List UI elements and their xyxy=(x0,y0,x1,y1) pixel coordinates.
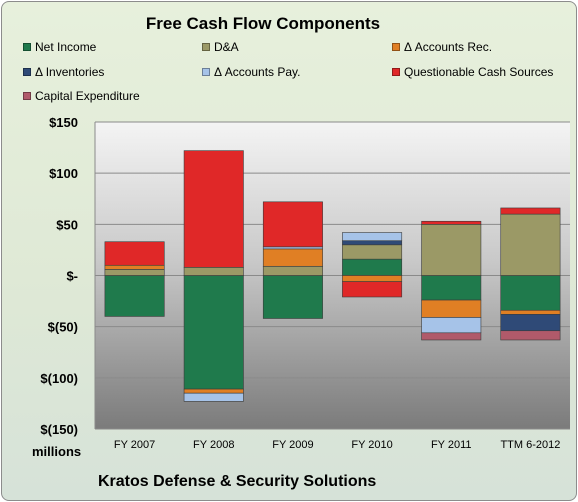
legend-accounts-pay: Δ Accounts Pay. xyxy=(202,65,301,79)
bar-segment xyxy=(500,207,561,215)
legend-label-accounts-rec: Δ Accounts Rec. xyxy=(404,40,493,54)
legend-swatch-capex xyxy=(23,92,31,100)
legend-da: D&A xyxy=(202,40,239,54)
legend-net-income: Net Income xyxy=(23,40,96,54)
bar-segment xyxy=(421,332,482,341)
bar-segment xyxy=(262,265,323,276)
bar-segment xyxy=(421,275,482,301)
bar-segment xyxy=(421,220,482,225)
legend-accounts-rec: Δ Accounts Rec. xyxy=(392,40,492,54)
bar-segment xyxy=(500,309,561,315)
bar-segment xyxy=(104,241,165,266)
bar-segment xyxy=(262,201,323,248)
x-tick-label: FY 2011 xyxy=(431,439,472,451)
y-tick-label: $(150) xyxy=(40,422,78,437)
x-tick-label: FY 2008 xyxy=(193,439,234,451)
bar-segment xyxy=(500,330,561,341)
y-tick-label: $50 xyxy=(56,217,78,232)
bar-segment xyxy=(421,317,482,334)
bar-segment xyxy=(500,275,561,311)
legend-swatch-accounts-pay xyxy=(202,68,210,76)
company-name: Kratos Defense & Security Solutions xyxy=(98,473,377,490)
bar-segment xyxy=(183,275,244,390)
bar-segment xyxy=(183,150,244,268)
legend-label-net-income: Net Income xyxy=(35,40,97,54)
bar-segment xyxy=(104,275,165,317)
bar-segment xyxy=(262,248,323,267)
y-tick-label: $(50) xyxy=(48,320,78,335)
x-tick-label: FY 2009 xyxy=(272,439,313,451)
legend-swatch-questionable-cash xyxy=(392,68,400,76)
x-tick-label: TTM 6-2012 xyxy=(500,439,560,451)
bar-segment xyxy=(421,299,482,318)
x-tick-label: FY 2007 xyxy=(114,439,155,451)
bar-segment xyxy=(262,246,323,250)
legend-label-accounts-pay: Δ Accounts Pay. xyxy=(214,65,301,79)
bar-segment xyxy=(500,314,561,332)
legend-questionable-cash: Questionable Cash Sources xyxy=(392,65,553,79)
y-tick-label: $100 xyxy=(49,166,78,181)
bar-segment xyxy=(342,232,403,242)
legend-swatch-da xyxy=(202,43,210,51)
legend-label-questionable-cash: Questionable Cash Sources xyxy=(404,65,554,79)
bar-segment xyxy=(342,258,403,276)
bar-segment xyxy=(500,213,561,276)
bar-segment xyxy=(104,269,165,276)
legend-label-inventories: Δ Inventories xyxy=(35,65,105,79)
x-tick-label: FY 2010 xyxy=(351,439,392,451)
bar-segment xyxy=(104,264,165,270)
bar-segment xyxy=(342,275,403,282)
bar-segment xyxy=(262,275,323,319)
bar-segment xyxy=(183,388,244,394)
chart-title: Free Cash Flow Components xyxy=(145,14,381,33)
bar-segment xyxy=(421,224,482,276)
bar-segment xyxy=(183,392,244,402)
y-tick-label: $(100) xyxy=(40,371,78,386)
y-axis-units: millions xyxy=(32,444,82,459)
bar-segment xyxy=(342,244,403,260)
y-tick-label: $- xyxy=(66,269,78,284)
legend-swatch-accounts-rec xyxy=(392,43,400,51)
bar-segment xyxy=(342,281,403,298)
bar-segment xyxy=(342,240,403,246)
legend-capex: Capital Expenditure xyxy=(23,89,140,103)
legend-label-da: D&A xyxy=(214,40,239,54)
legend-swatch-inventories xyxy=(23,68,31,76)
y-tick-label: $150 xyxy=(49,115,78,130)
bar-segment xyxy=(183,267,244,276)
legend-inventories: Δ Inventories xyxy=(23,65,104,79)
legend-label-capex: Capital Expenditure xyxy=(35,89,140,103)
legend-swatch-net-income xyxy=(23,43,31,51)
